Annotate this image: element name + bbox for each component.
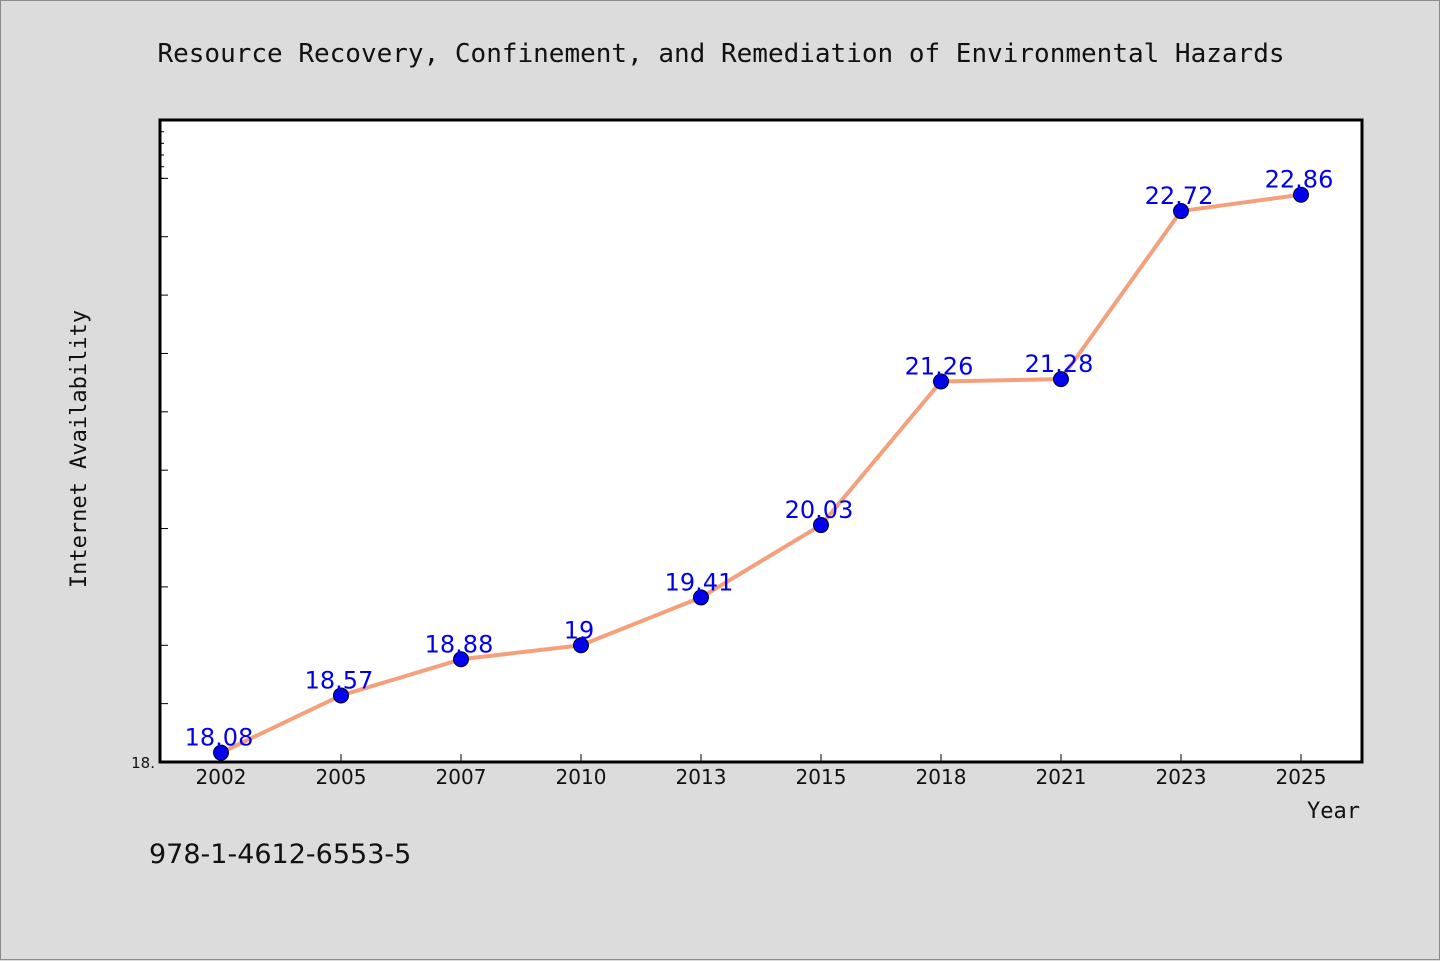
data-point — [1053, 371, 1069, 388]
data-label: 21.28 — [1025, 350, 1094, 378]
x-tick-label: 2013 — [676, 765, 727, 789]
x-tick-label: 2015 — [796, 765, 847, 789]
x-axis-label: Year — [1307, 799, 1360, 824]
chart-title: Resource Recovery, Confinement, and Reme… — [157, 39, 1284, 69]
data-point — [813, 517, 829, 534]
series-line — [220, 192, 1302, 755]
series-layer: 18.08 18.57 18.88 19 19.41 20.03 21.26 21.28 22.… — [185, 166, 1334, 761]
data-label: 18.57 — [305, 666, 374, 694]
x-tick-label: 2002 — [196, 765, 247, 789]
y-axis-ticks — [160, 119, 168, 763]
data-point — [1173, 203, 1189, 220]
x-tick-label: 2021 — [1036, 765, 1087, 789]
data-label: 18.08 — [185, 724, 254, 752]
data-point — [693, 589, 709, 606]
isbn-text: 978-1-4612-6553-5 — [149, 839, 411, 870]
x-tick-label: 2007 — [436, 765, 487, 789]
data-label: 19 — [564, 616, 595, 644]
data-point — [213, 744, 229, 761]
x-axis-tick-labels: 2002 2005 2007 2010 2013 2015 2018 2021 2023 2025 — [196, 765, 1327, 789]
data-label: 22.72 — [1145, 182, 1214, 210]
data-label: 18.88 — [425, 630, 494, 658]
x-tick-label: 2023 — [1156, 765, 1207, 789]
data-point — [933, 373, 949, 390]
x-tick-label: 2025 — [1276, 765, 1327, 789]
data-label: 19.41 — [665, 568, 734, 596]
data-point — [573, 637, 589, 654]
data-point — [333, 687, 349, 704]
data-label: 22.86 — [1265, 166, 1334, 194]
plot-area — [158, 118, 1364, 764]
x-tick-label: 2018 — [916, 765, 967, 789]
y-axis-label: Internet Availability — [67, 310, 92, 588]
data-label: 21.26 — [905, 352, 974, 380]
x-tick-label: 2005 — [316, 765, 367, 789]
x-tick-label: 2010 — [556, 765, 607, 789]
data-point — [1293, 186, 1309, 203]
y-tick-label: 18. — [131, 754, 155, 772]
data-label: 20.03 — [785, 496, 854, 524]
data-point — [453, 651, 469, 668]
